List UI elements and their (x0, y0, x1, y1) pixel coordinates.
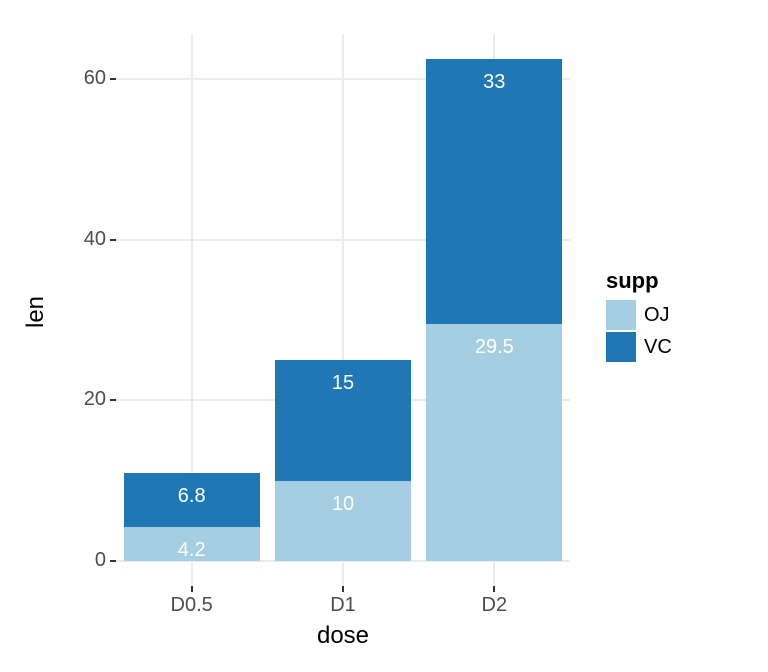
bar-value-label: 15 (275, 372, 411, 395)
y-tick-label: 40 (84, 228, 106, 251)
x-tick (342, 586, 344, 592)
stacked-bar-chart: 4.2 6.8 10 15 29.5 33 0 20 40 60 D0.5 D1 D2 len do… (0, 0, 768, 672)
bar-segment-oj (426, 324, 562, 561)
legend-items: OJ VC (606, 300, 672, 362)
x-tick-label: D2 (444, 594, 544, 617)
bar-value-label: 33 (426, 71, 562, 94)
y-axis-title: len (22, 296, 50, 328)
y-tick (110, 78, 116, 80)
legend-key (606, 332, 636, 362)
y-tick-label: 0 (95, 549, 106, 572)
bar-value-label: 29.5 (426, 336, 562, 359)
y-tick (110, 399, 116, 401)
bar-segment-vc (426, 59, 562, 324)
bar-value-label: 4.2 (124, 539, 260, 562)
x-tick (191, 586, 193, 592)
bar-value-label: 10 (275, 493, 411, 516)
legend-label: VC (644, 336, 672, 359)
legend-label: OJ (644, 304, 670, 327)
legend-key (606, 300, 636, 330)
legend-item: OJ (606, 300, 672, 330)
y-tick-label: 20 (84, 388, 106, 411)
y-tick (110, 239, 116, 241)
x-tick-label: D0.5 (142, 594, 242, 617)
x-tick-label: D1 (293, 594, 393, 617)
legend-title: supp (606, 268, 672, 294)
y-tick-label: 60 (84, 67, 106, 90)
y-tick (110, 560, 116, 562)
bar-value-label: 6.8 (124, 485, 260, 508)
x-axis-title: dose (116, 622, 570, 650)
x-tick (493, 586, 495, 592)
legend-item: VC (606, 332, 672, 362)
legend: supp OJ VC (606, 268, 672, 364)
